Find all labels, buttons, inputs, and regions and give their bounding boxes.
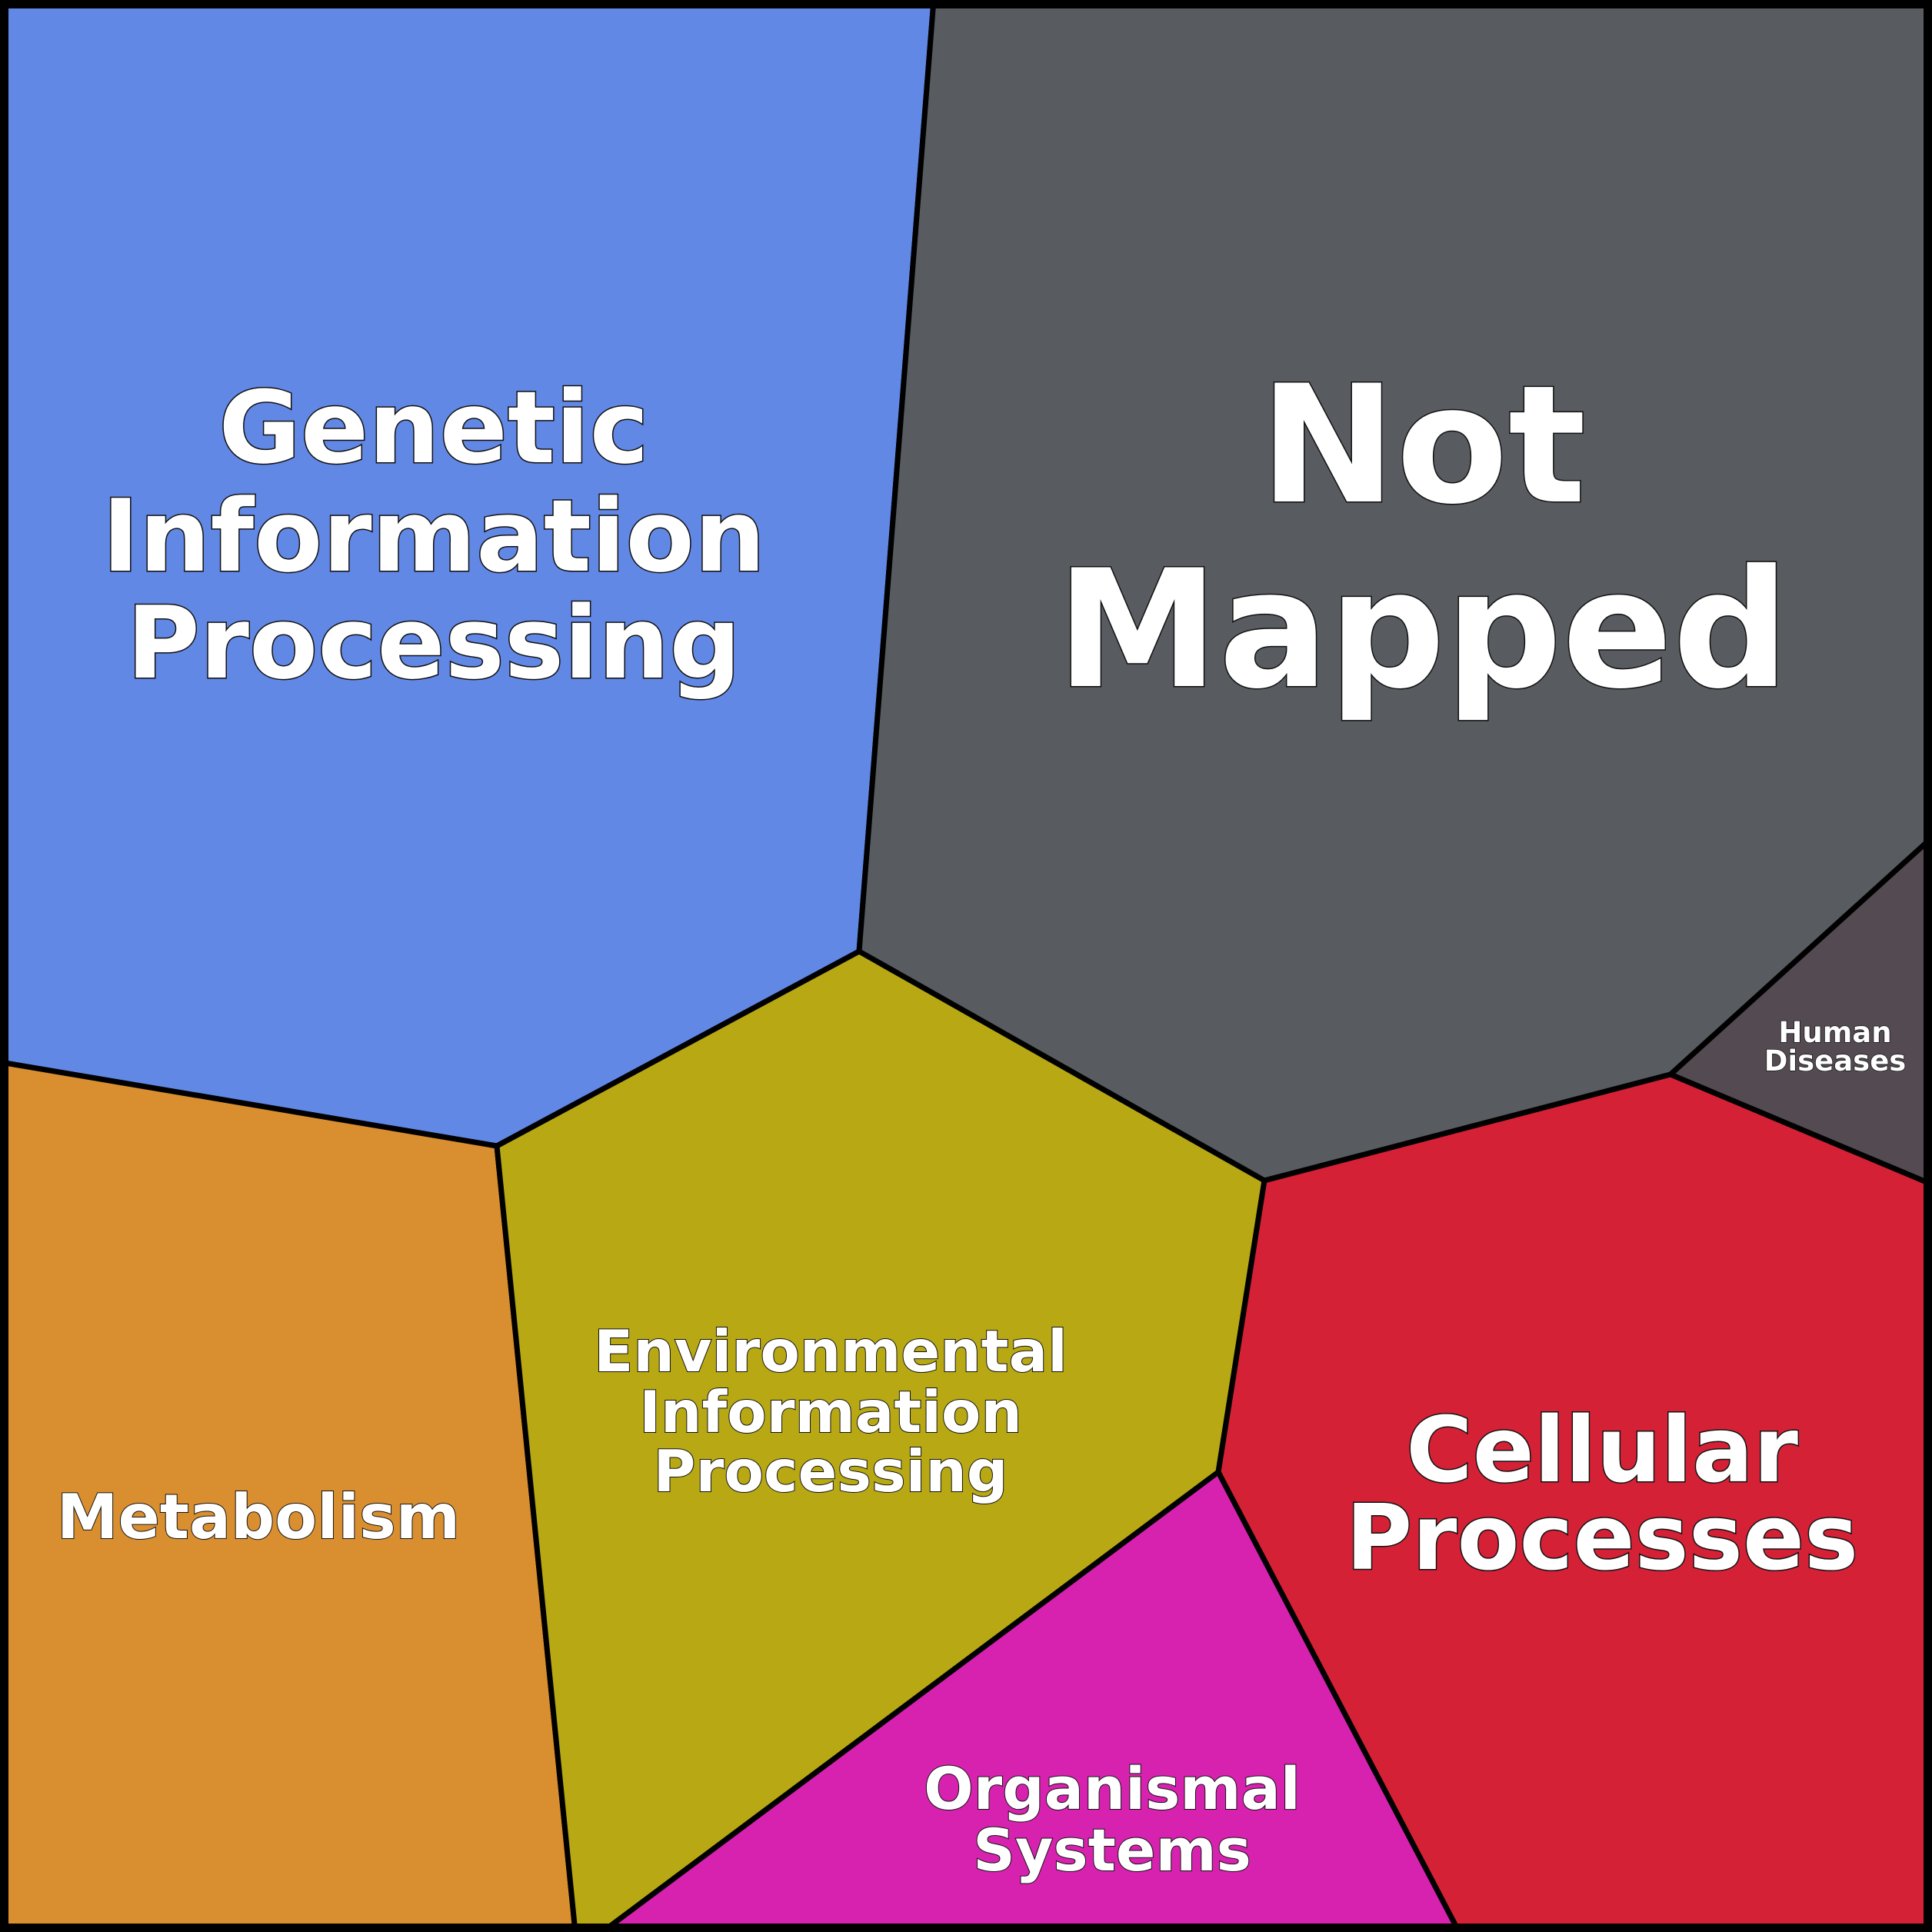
- cell-label-environmental: Information: [639, 1378, 1022, 1446]
- cell-label-human: Human: [1778, 1016, 1891, 1049]
- cell-label-environmental: Environmental: [594, 1317, 1068, 1385]
- cell-label-organismal: Systems: [973, 1816, 1251, 1884]
- cell-label-cellular: Cellular: [1406, 1397, 1798, 1503]
- cell-label-notmapped: Mapped: [1056, 535, 1789, 724]
- cell-label-human: Diseases: [1764, 1044, 1907, 1078]
- cell-label-metabolism: Metabolism: [57, 1481, 460, 1553]
- cell-label-organismal: Organismal: [924, 1754, 1301, 1823]
- cell-label-genetic: Genetic: [218, 369, 648, 486]
- cell-label-environmental: Processing: [654, 1437, 1008, 1505]
- cell-organismal: [599, 1469, 1462, 1932]
- cell-label-genetic: Processing: [127, 585, 741, 701]
- cell-label-genetic: Information: [102, 478, 766, 595]
- cell-metabolism: [0, 1059, 578, 1932]
- cell-label-cellular: Processes: [1346, 1484, 1858, 1591]
- cell-label-notmapped: Not: [1260, 350, 1586, 540]
